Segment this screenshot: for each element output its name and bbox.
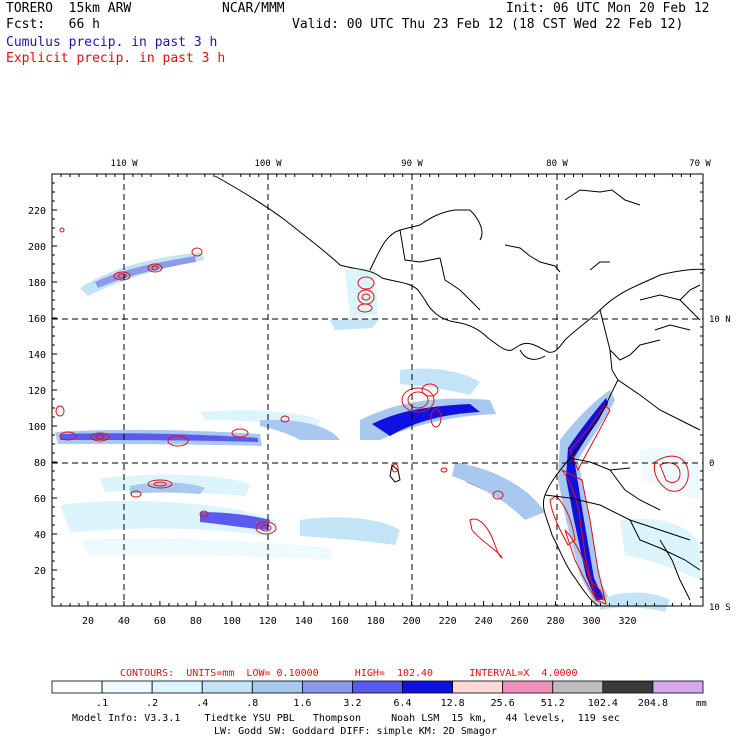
y-tick-label: 20 bbox=[34, 566, 46, 577]
colorbar-segment bbox=[452, 680, 504, 694]
x-tick-label: 160 bbox=[331, 616, 349, 627]
colorbar-label: 12.8 bbox=[441, 698, 465, 709]
y-tick-label: 100 bbox=[28, 422, 46, 433]
x-tick-label: 120 bbox=[259, 616, 277, 627]
colorbar-labels: .1 .2 .4 .8 1.6 3.2 6.4 12.8 25.6 51.2 102.4 204.8 bbox=[96, 698, 668, 709]
colorbar-segment bbox=[201, 680, 253, 694]
colorbar-label: 25.6 bbox=[491, 698, 515, 709]
x-tick-label: 200 bbox=[403, 616, 421, 627]
colorbar-label: 51.2 bbox=[541, 698, 565, 709]
axis-ticks bbox=[52, 174, 703, 606]
colorbar-segment bbox=[301, 680, 353, 694]
y-tick-label: 80 bbox=[34, 458, 46, 469]
y-tick-labels: 20 40 60 80 100 120 140 160 180 200 220 bbox=[28, 206, 46, 577]
y-tick-label: 40 bbox=[34, 530, 46, 541]
colorbar-label: .4 bbox=[196, 698, 208, 709]
lon-label: 90 W bbox=[401, 159, 423, 169]
colorbar-segment bbox=[502, 680, 554, 694]
x-tick-label: 20 bbox=[82, 616, 94, 627]
x-tick-label: 220 bbox=[439, 616, 457, 627]
x-tick-label: 300 bbox=[582, 616, 600, 627]
colorbar-label: 6.4 bbox=[394, 698, 412, 709]
lon-label: 70 W bbox=[689, 159, 711, 169]
y-tick-label: 200 bbox=[28, 242, 46, 253]
lon-label: 100 W bbox=[254, 159, 282, 169]
colorbar-segment bbox=[151, 680, 203, 694]
x-tick-label: 100 bbox=[223, 616, 241, 627]
y-tick-label: 180 bbox=[28, 278, 46, 289]
y-tick-label: 120 bbox=[28, 386, 46, 397]
model-info: Model Info: V3.3.1 Tiedtke YSU PBL Thomp… bbox=[72, 713, 620, 724]
model-title: TORERO 15km ARW bbox=[6, 1, 132, 16]
colorbar-label: .8 bbox=[246, 698, 258, 709]
lat-label: 0 bbox=[709, 459, 714, 469]
colorbar-segment bbox=[602, 680, 654, 694]
x-tick-label: 80 bbox=[190, 616, 202, 627]
contours-info: CONTOURS: UNITS=mm LOW= 0.10000 HIGH= 10… bbox=[120, 668, 578, 679]
colorbar-unit: mm bbox=[696, 699, 707, 709]
forecast-hour: Fcst: 66 h bbox=[6, 17, 100, 32]
model-physics: LW: Godd SW: Goddard DIFF: simple KM: 2D… bbox=[214, 726, 497, 737]
lat-lon-grid bbox=[52, 174, 703, 606]
colorbar-label: .1 bbox=[96, 698, 108, 709]
colorbar-label: .2 bbox=[146, 698, 158, 709]
coastlines bbox=[214, 175, 706, 607]
x-tick-label: 180 bbox=[367, 616, 385, 627]
x-tick-label: 40 bbox=[118, 616, 130, 627]
lon-label: 80 W bbox=[546, 159, 568, 169]
x-tick-label: 140 bbox=[295, 616, 313, 627]
lon-label: 110 W bbox=[110, 159, 138, 169]
latitude-labels: 10 N 0 10 S bbox=[709, 315, 731, 613]
x-tick-label: 280 bbox=[547, 616, 565, 627]
y-tick-label: 60 bbox=[34, 494, 46, 505]
colorbar-segment bbox=[251, 680, 303, 694]
y-tick-label: 140 bbox=[28, 350, 46, 361]
cumulus-legend: Cumulus precip. in past 3 h bbox=[6, 35, 218, 50]
precip-shading bbox=[55, 252, 700, 612]
x-tick-label: 60 bbox=[154, 616, 166, 627]
colorbar-segment bbox=[652, 680, 704, 694]
longitude-labels: 110 W 100 W 90 W 80 W 70 W bbox=[110, 159, 711, 169]
explicit-precip-contours bbox=[55, 227, 689, 605]
colorbar-segment bbox=[352, 680, 403, 694]
organization: NCAR/MMM bbox=[222, 1, 285, 16]
x-tick-labels: 20 40 60 80 100 120 140 160 180 200 220 240 260 280 30… bbox=[82, 616, 637, 627]
colorbar-label: 1.6 bbox=[293, 698, 311, 709]
init-time: Init: 06 UTC Mon 20 Feb 12 bbox=[506, 1, 710, 16]
x-tick-label: 320 bbox=[618, 616, 636, 627]
valid-time: Valid: 00 UTC Thu 23 Feb 12 (18 CST Wed … bbox=[292, 17, 684, 32]
lat-label: 10 S bbox=[709, 603, 731, 613]
x-tick-label: 240 bbox=[475, 616, 493, 627]
colorbar-segment bbox=[51, 680, 103, 694]
y-tick-label: 160 bbox=[28, 314, 46, 325]
x-tick-label: 260 bbox=[511, 616, 529, 627]
explicit-legend: Explicit precip. in past 3 h bbox=[6, 51, 226, 66]
colorbar-label: 102.4 bbox=[588, 698, 618, 709]
colorbar-segment bbox=[402, 680, 454, 694]
colorbar-label: 3.2 bbox=[343, 698, 361, 709]
colorbar-label: 204.8 bbox=[638, 698, 668, 709]
lat-label: 10 N bbox=[709, 315, 731, 325]
y-tick-label: 220 bbox=[28, 206, 46, 217]
colorbar-segment bbox=[101, 680, 153, 694]
colorbar bbox=[51, 680, 704, 694]
colorbar-segment bbox=[552, 680, 604, 694]
